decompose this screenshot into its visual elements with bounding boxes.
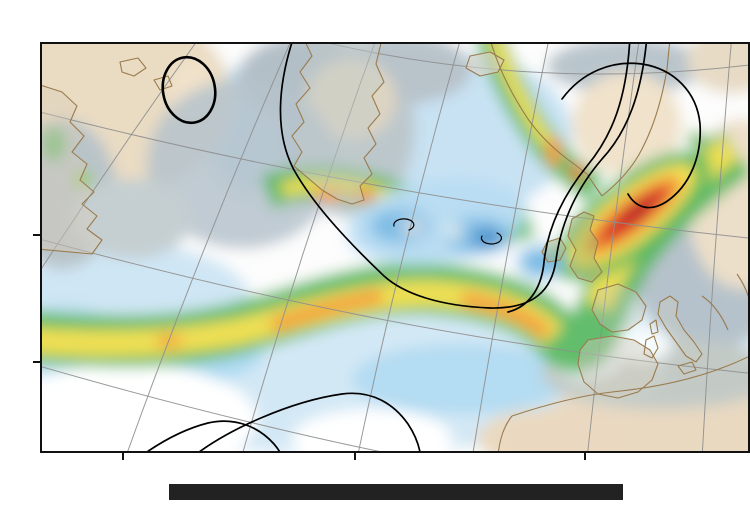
map-canvas	[40, 42, 750, 453]
x-tick-30w	[354, 453, 356, 460]
x-tick-60w	[122, 453, 124, 460]
contour-lines	[146, 44, 702, 451]
y-tick-30n	[33, 361, 40, 363]
x-tick-0	[584, 453, 586, 460]
colorbar-ticks	[169, 499, 621, 516]
map-plot	[42, 44, 748, 451]
graticule-lines	[42, 44, 748, 451]
wind-speed-shading	[42, 44, 748, 451]
coastlines	[42, 44, 748, 451]
colorbar-swatches	[169, 484, 623, 500]
y-tick-40n	[33, 234, 40, 236]
